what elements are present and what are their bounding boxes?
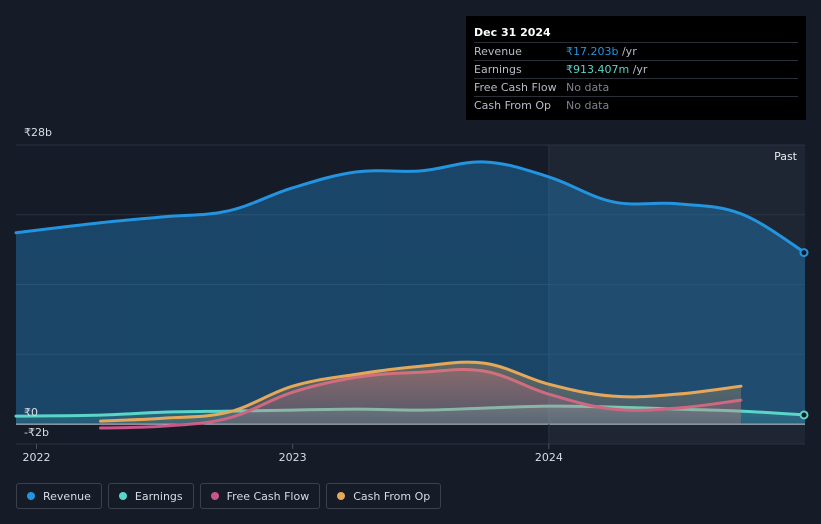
tooltip-value: No data — [566, 81, 610, 94]
revenue-area — [16, 161, 805, 425]
tooltip-label: Cash From Op — [474, 99, 552, 112]
tooltip-label: Revenue — [474, 45, 522, 58]
legend-label: Revenue — [43, 489, 91, 503]
tooltip-value: ₹913.407m — [566, 63, 630, 76]
legend-item-earnings[interactable]: Earnings — [107, 483, 194, 509]
legend-dot-icon — [118, 492, 127, 500]
tooltip-value: ₹17.203b — [566, 45, 619, 58]
legend-item-revenue[interactable]: Revenue — [16, 483, 102, 509]
legend-dot-icon — [27, 492, 35, 500]
x-tick-label: 2023 — [279, 451, 307, 464]
tooltip-value: No data — [566, 99, 610, 112]
legend-item-free-cash-flow[interactable]: Free Cash Flow — [199, 483, 321, 509]
cash-from-op-line — [99, 360, 743, 423]
tooltip-row-free-cash-flow: Free Cash Flow No data — [474, 78, 798, 96]
tooltip-unit: /yr — [618, 45, 637, 58]
cash-from-op-area — [100, 362, 741, 425]
tooltip: Dec 31 2024 Revenue ₹17.203b /yr Earning… — [466, 16, 806, 120]
legend-label: Free Cash Flow — [226, 489, 310, 503]
chart: ₹28b ₹0 -₹2b 2022 2023 2024 Past — [14, 126, 809, 464]
tooltip-row-cash-from-op: Cash From Op No data — [474, 96, 798, 114]
tooltip-row-revenue: Revenue ₹17.203b /yr — [474, 42, 798, 60]
revenue-line — [14, 160, 807, 255]
legend-item-cash-from-op[interactable]: Cash From Op — [326, 483, 442, 509]
tooltip-label: Free Cash Flow — [474, 81, 557, 94]
tooltip-label: Earnings — [474, 63, 522, 76]
y-tick-label: ₹28b — [24, 126, 52, 139]
past-label: Past — [774, 150, 798, 163]
legend-dot-icon — [210, 492, 219, 500]
x-tick-label: 2024 — [535, 451, 563, 464]
y-tick-label: -₹2b — [24, 426, 49, 439]
tooltip-date: Dec 31 2024 — [474, 26, 551, 39]
legend-dot-icon — [337, 492, 346, 500]
earnings-end-marker — [799, 410, 809, 420]
legend: Revenue Earnings Free Cash Flow Cash Fro… — [16, 483, 442, 509]
legend-label: Cash From Op — [353, 489, 431, 503]
tooltip-unit: /yr — [629, 63, 648, 76]
legend-label: Earnings — [134, 489, 183, 503]
tooltip-row-earnings: Earnings ₹913.407m /yr — [474, 60, 798, 78]
revenue-end-marker — [799, 248, 809, 258]
y-tick-label: ₹0 — [24, 406, 38, 419]
x-tick-label: 2022 — [22, 451, 50, 464]
